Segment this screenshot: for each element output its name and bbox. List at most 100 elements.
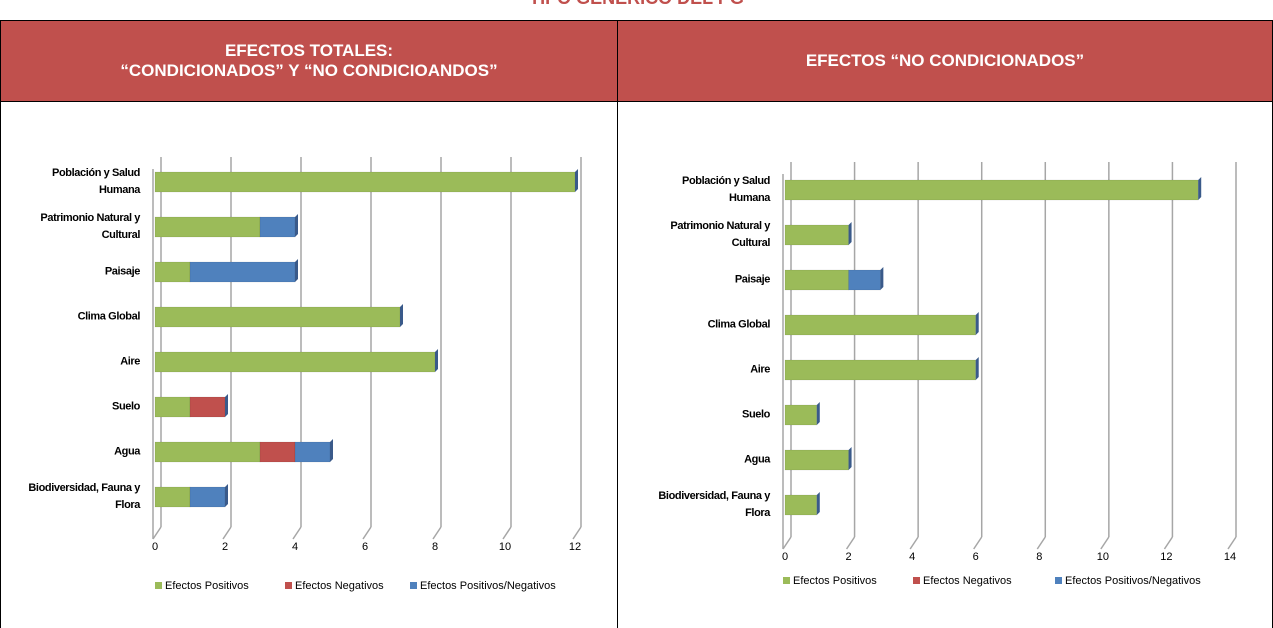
tick-mark xyxy=(152,526,162,540)
chart-svg: 0 2 4 6 8 10 12 Efectos Positivos Efectos Negati… xyxy=(152,157,582,592)
tick-mark xyxy=(432,526,442,540)
page-title: TIPO GENÉRICO DEL PG xyxy=(0,0,1273,9)
category-label: Suelo xyxy=(112,400,140,413)
category-label: Patrimonio Natural y Cultural xyxy=(670,220,770,249)
bar-segment xyxy=(154,261,191,283)
bar-depth xyxy=(575,169,578,192)
x-tick-label: 2 xyxy=(222,541,228,553)
x-tick-label: 4 xyxy=(292,541,298,553)
bar-segment xyxy=(294,441,331,463)
category-label: Paisaje xyxy=(104,265,141,278)
category-label: Biodiversidad, Fauna y Flora xyxy=(658,490,770,519)
header-line: “CONDICIONADOS” Y “NO CONDICIOANDOS” xyxy=(120,61,498,80)
bar-depth xyxy=(400,304,403,327)
bar-depth xyxy=(816,402,820,425)
bar-depth xyxy=(225,484,228,507)
category-label: Suelo xyxy=(742,408,770,421)
x-tick-label: 10 xyxy=(1097,551,1109,563)
tick-mark xyxy=(973,536,983,550)
tick-mark xyxy=(362,526,372,540)
bar-segment xyxy=(154,171,576,193)
category-label: Paisaje xyxy=(734,273,771,286)
bar-depth xyxy=(848,447,852,470)
bar-depth xyxy=(330,439,333,462)
x-tick-label: 2 xyxy=(846,551,852,563)
bar-segment xyxy=(154,306,401,328)
bar-segment xyxy=(784,449,849,471)
chart: 0 2 4 6 8 10 12 14 Efectos Positivos Efectos Nega… xyxy=(617,102,1273,628)
bar-segment xyxy=(189,396,226,418)
category-label: Agua xyxy=(744,453,770,466)
x-tick-label: 14 xyxy=(1224,551,1236,563)
chart-svg: 0 2 4 6 8 10 12 14 Efectos Positivos Efectos Nega… xyxy=(782,162,1237,587)
bar-segment xyxy=(154,441,261,463)
bar-depth xyxy=(295,214,298,237)
legend-label: Efectos Positivos/Negativos xyxy=(1065,575,1201,587)
legend-label: Efectos Positivos/Negativos xyxy=(420,580,556,592)
bar-segment xyxy=(154,486,191,508)
bar-segment xyxy=(784,404,818,426)
tick-mark xyxy=(292,526,302,540)
bar-segment xyxy=(784,269,849,291)
bar-segment xyxy=(259,441,296,463)
bar-depth xyxy=(1198,177,1202,200)
bar-segment xyxy=(784,224,849,246)
bar-segment xyxy=(259,216,296,238)
x-tick-label: 12 xyxy=(1160,551,1172,563)
legend-swatch xyxy=(155,582,162,589)
x-tick-label: 10 xyxy=(499,541,511,553)
bar-segment xyxy=(784,494,818,516)
x-tick-label: 6 xyxy=(362,541,368,553)
bar-depth xyxy=(225,394,228,417)
legend-label: Efectos Positivos xyxy=(165,580,249,592)
chart: 0 2 4 6 8 10 12 Efectos Positivos Efectos Negati… xyxy=(0,102,617,628)
bar-depth xyxy=(816,492,820,515)
bar-segment xyxy=(784,359,976,381)
category-label: Agua xyxy=(114,445,140,458)
legend-swatch xyxy=(913,577,920,584)
bar-segment xyxy=(154,216,261,238)
x-tick-label: 0 xyxy=(152,541,158,553)
x-tick-label: 8 xyxy=(1036,551,1042,563)
bar-segment xyxy=(189,261,296,283)
legend-swatch xyxy=(1055,577,1062,584)
header-line: EFECTOS “NO CONDICIONADOS” xyxy=(805,51,1085,70)
category-label: Aire xyxy=(750,363,770,376)
bar-segment xyxy=(154,351,436,373)
tick-mark xyxy=(502,526,512,540)
tick-mark xyxy=(1163,536,1174,550)
bar-depth xyxy=(880,267,884,290)
legend-swatch xyxy=(410,582,417,589)
category-label: Población y Salud Humana xyxy=(52,167,140,196)
tick-mark xyxy=(909,536,919,550)
bar-segment xyxy=(784,314,976,336)
legend-label: Efectos Negativos xyxy=(295,580,384,592)
category-label: Aire xyxy=(120,355,140,368)
column-header: EFECTOS TOTALES: “CONDICIONADOS” Y “NO C… xyxy=(0,20,618,102)
x-tick-label: 0 xyxy=(782,551,788,563)
category-label: Clima Global xyxy=(77,310,141,323)
category-label: Clima Global xyxy=(707,318,771,331)
bar-segment xyxy=(154,396,191,418)
category-label: Biodiversidad, Fauna y Flora xyxy=(28,482,140,511)
bar-segment xyxy=(189,486,226,508)
tick-mark xyxy=(1100,536,1110,550)
tick-mark xyxy=(1036,536,1046,550)
bar-depth xyxy=(435,349,438,372)
header-line: EFECTOS TOTALES: xyxy=(224,41,394,60)
bar-depth xyxy=(975,312,979,335)
tick-mark xyxy=(1227,536,1237,550)
tick-mark xyxy=(222,526,232,540)
x-tick-label: 8 xyxy=(432,541,438,553)
bar-segment xyxy=(784,179,1199,201)
legend-swatch xyxy=(783,577,790,584)
bar-segment xyxy=(848,269,881,291)
bar-depth xyxy=(975,357,979,380)
tick-mark xyxy=(845,536,856,550)
x-tick-label: 12 xyxy=(569,541,581,553)
x-tick-label: 4 xyxy=(909,551,915,563)
column-header: EFECTOS “NO CONDICIONADOS” xyxy=(617,20,1273,102)
x-tick-label: 6 xyxy=(973,551,979,563)
legend-label: Efectos Positivos xyxy=(793,575,877,587)
